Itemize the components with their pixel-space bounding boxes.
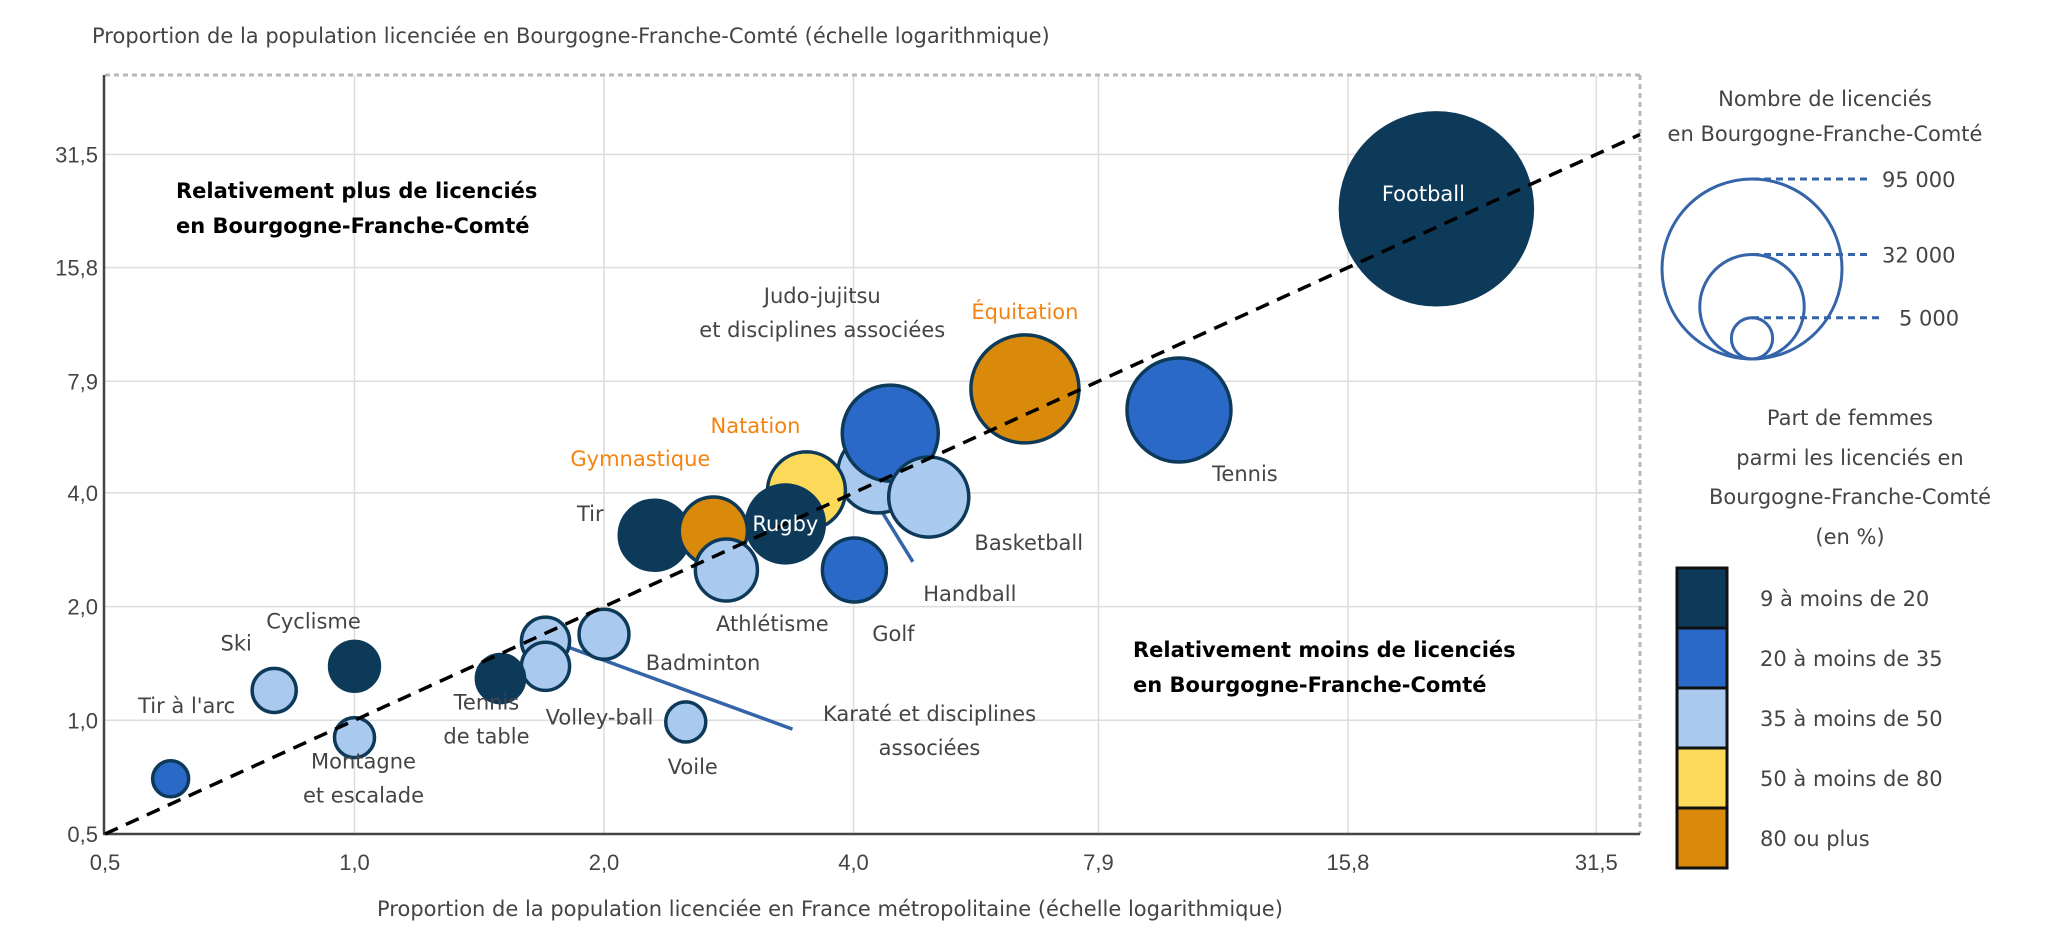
bubble-tir-a-l-arc: [150, 759, 191, 799]
bubble-ski: [250, 666, 298, 715]
color-legend-swatch: [1675, 806, 1729, 870]
size-legend: Nombre de licenciés en Bourgogne-Franche…: [1660, 87, 1983, 361]
y-axis-ticks: 0,5 1,0 2,0 4,0 7,9 15,8 31,5: [55, 142, 98, 847]
size-legend-title-line-1: Nombre de licenciés: [1718, 87, 1932, 111]
y-tick-label: 31,5: [55, 142, 98, 167]
color-legend-swatch: [1675, 626, 1729, 690]
size-legend-label: 5 000: [1899, 307, 1959, 331]
bubble-label-athletisme: Athlétisme: [716, 612, 829, 636]
bubble-label-ski: Ski: [221, 631, 252, 655]
y-tick-label: 4,0: [67, 481, 98, 506]
color-legend-label: 50 à moins de 80: [1760, 767, 1943, 791]
bubble-equitation: [969, 333, 1081, 445]
bubble-cyclisme: [327, 639, 382, 693]
bubble-label-tennis-de-table: Tennis: [453, 691, 520, 715]
y-tick-label: 1,0: [67, 708, 98, 733]
x-tick-label: 15,8: [1327, 850, 1370, 875]
size-legend-label: 95 000: [1882, 168, 1955, 192]
bubble-label-volley-ball: Volley-ball: [546, 705, 654, 729]
color-legend-swatch: [1675, 746, 1729, 810]
bubble-label-montagne-et-escalade: et escalade: [303, 784, 424, 808]
color-legend-swatch: [1675, 686, 1729, 750]
color-legend-swatch: [1675, 566, 1729, 630]
size-legend-title-line-2: en Bourgogne-Franche-Comté: [1668, 122, 1983, 146]
x-tick-label: 2,0: [589, 850, 620, 875]
x-tick-label: 0,5: [90, 850, 121, 875]
color-legend-title-line-2: parmi les licenciés en: [1736, 446, 1963, 470]
bubble-montagne-et-escalade: [332, 715, 377, 760]
bubble-volley-ball: [519, 640, 572, 693]
color-legend-label: 80 ou plus: [1760, 827, 1870, 851]
annotation-below-line-1: Relativement moins de licenciés: [1133, 638, 1516, 662]
bubble-label-badminton: Badminton: [646, 651, 761, 675]
y-tick-label: 2,0: [67, 595, 98, 620]
bubble-label-natation: Natation: [711, 414, 801, 438]
color-legend-title-line-1: Part de femmes: [1767, 406, 1933, 430]
y-axis-title: Proportion de la population licenciée en…: [92, 24, 1050, 48]
bubble-golf: [820, 536, 889, 604]
bubble-athletisme: [693, 537, 760, 603]
annotation-above-line-1: Relativement plus de licenciés: [176, 179, 537, 203]
bubble-label-cyclisme: Cyclisme: [266, 609, 361, 633]
color-legend-title-line-4: (en %): [1815, 525, 1884, 549]
bubble-basketball: [886, 455, 971, 539]
reference-line-y-equals-x: [104, 132, 1641, 836]
bubble-label-tennis: Tennis: [1211, 462, 1278, 486]
y-tick-label: 0,5: [67, 822, 98, 847]
bubble-label-gymnastique: Gymnastique: [570, 447, 710, 471]
x-tick-label: 4,0: [838, 850, 869, 875]
x-tick-label: 1,0: [339, 850, 370, 875]
bubble-label-karate-et-disciplines-associees: Karaté et disciplines: [823, 702, 1036, 726]
color-legend-label: 20 à moins de 35: [1760, 647, 1943, 671]
x-tick-label: 7,9: [1083, 850, 1114, 875]
size-legend-label: 32 000: [1882, 244, 1955, 268]
bubble-label-equitation: Équitation: [971, 299, 1078, 324]
plot-frame: [102, 73, 1642, 836]
bubble-label-montagne-et-escalade: Montagne: [311, 750, 416, 774]
bubble-voile: [663, 700, 708, 744]
color-legend-title-line-3: Bourgogne-Franche-Comté: [1709, 485, 1991, 509]
size-legend-circle: [1698, 253, 1806, 361]
bubble-badminton: [577, 607, 631, 661]
size-legend-circle: [1660, 177, 1844, 361]
bubble-label-judo-jujitsu-et-disciplines-associees: Judo-jujitsu: [762, 284, 881, 308]
x-axis-title: Proportion de la population licenciée en…: [377, 897, 1283, 921]
annotation-above-line-2: en Bourgogne-Franche-Comté: [176, 214, 529, 238]
color-legend-label: 9 à moins de 20: [1760, 587, 1929, 611]
x-tick-label: 31,5: [1575, 850, 1618, 875]
bubble-label-rugby: Rugby: [752, 512, 818, 536]
bubble-label-judo-jujitsu-et-disciplines-associees: et disciplines associées: [699, 318, 945, 342]
bubble-label-tir-a-l-arc: Tir à l'arc: [137, 694, 235, 718]
y-tick-label: 15,8: [55, 256, 98, 281]
bubble-label-voile: Voile: [668, 755, 718, 779]
y-tick-label: 7,9: [67, 369, 98, 394]
annotation-below-line-2: en Bourgogne-Franche-Comté: [1133, 673, 1486, 697]
bubble-label-tir: Tir: [576, 502, 604, 526]
bubble-labels: Tir à l'arc Ski Cyclisme Montagne et escalad…: [137, 182, 1465, 808]
bubble-label-karate-et-disciplines-associees: associées: [879, 736, 981, 760]
bubble-label-tennis-de-table: de table: [443, 725, 529, 749]
bubble-tennis-de-table: [474, 652, 527, 705]
x-axis-ticks: 0,5 1,0 2,0 4,0 7,9 15,8 31,5: [90, 850, 1618, 875]
bubble-label-handball: Handball: [923, 582, 1016, 606]
bubble-label-golf: Golf: [872, 622, 915, 646]
bubble-football: [1338, 111, 1535, 307]
bubbles: [150, 111, 1535, 799]
size-legend-circle: [1729, 316, 1775, 361]
bubble-tennis: [1125, 356, 1233, 464]
bubble-label-football: Football: [1382, 182, 1465, 206]
color-legend: Part de femmes parmi les licenciés en Bo…: [1675, 406, 1991, 870]
bubble-label-basketball: Basketball: [974, 531, 1083, 555]
color-legend-label: 35 à moins de 50: [1760, 707, 1943, 731]
